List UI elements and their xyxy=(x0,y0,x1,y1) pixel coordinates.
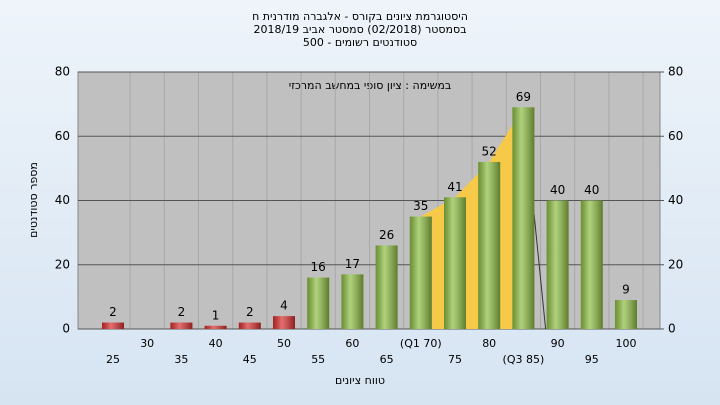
chart-subtitle: בסמסטר (02/2018) סמסטר אביב 2018/19 xyxy=(253,23,466,36)
bar-shade xyxy=(409,216,432,329)
x-tick-label: 75 xyxy=(448,353,462,366)
y2-tick-label: 80 xyxy=(668,65,683,79)
y2-tick-label: 60 xyxy=(668,129,683,143)
data-label: 2 xyxy=(246,305,254,319)
bar-shade xyxy=(512,107,535,330)
y-tick-label: 20 xyxy=(55,257,70,271)
data-label: 2 xyxy=(109,305,117,319)
y-tick-label: 60 xyxy=(55,129,70,143)
data-label: 35 xyxy=(413,199,428,213)
bar-shade xyxy=(580,200,603,329)
bar-shade xyxy=(238,322,261,329)
x-tick-label: 80 xyxy=(482,337,496,350)
bar-shade xyxy=(444,197,466,329)
x-tick-label: 100 xyxy=(616,337,637,350)
bar-shade xyxy=(170,322,193,329)
bar-shade xyxy=(615,300,637,329)
x-tick-label: 50 xyxy=(277,337,291,350)
bar-shade xyxy=(375,245,398,329)
x-tick-label: 60 xyxy=(345,337,359,350)
y-tick-label: 40 xyxy=(55,193,70,207)
x-tick-label: 55 xyxy=(311,353,325,366)
x-tick-label: 45 xyxy=(243,353,257,366)
bar-shade xyxy=(307,277,330,329)
data-label: 26 xyxy=(379,228,394,242)
y2-tick-label: 20 xyxy=(668,257,683,271)
data-label: 1 xyxy=(212,308,220,322)
bar-shade xyxy=(341,274,364,329)
chart-title: היסטוגרמת ציונים בקורס - אלגברה מודרנית … xyxy=(252,10,468,23)
data-label: 16 xyxy=(311,260,326,274)
x-tick-label: 95 xyxy=(585,353,599,366)
x-tick-label: 90 xyxy=(551,337,565,350)
y2-tick-label: 0 xyxy=(668,322,676,336)
x-axis-label: טווח ציונים xyxy=(335,374,385,387)
x-tick-label: 40 xyxy=(209,337,223,350)
data-label: 40 xyxy=(584,183,599,197)
bar-shade xyxy=(204,325,227,329)
data-label: 4 xyxy=(280,299,288,313)
x-tick-label: 35 xyxy=(174,353,188,366)
y2-tick-label: 40 xyxy=(668,193,683,207)
y-tick-label: 0 xyxy=(62,322,70,336)
bar-shade xyxy=(546,200,569,329)
bar-shade xyxy=(478,161,501,329)
x-tick-label: 25 xyxy=(106,353,120,366)
chart-subtitle: סטודנטים רשומים - 500 xyxy=(303,36,417,49)
bar-shade xyxy=(273,316,295,329)
bar-shade xyxy=(102,322,124,329)
data-label: 40 xyxy=(550,183,565,197)
data-label: 17 xyxy=(345,257,360,271)
data-label: 69 xyxy=(516,90,531,104)
y-tick-label: 80 xyxy=(55,65,70,79)
data-label: 41 xyxy=(447,180,462,194)
x-tick-label: (Q1 70) xyxy=(400,337,442,350)
y-axis-label: מספר סטודנטים xyxy=(27,162,40,238)
data-label: 9 xyxy=(622,283,630,297)
x-tick-label: 30 xyxy=(140,337,154,350)
data-label: 2 xyxy=(178,305,186,319)
x-tick-label: 65 xyxy=(380,353,394,366)
x-tick-label: (Q3 85) xyxy=(503,353,545,366)
data-label: 52 xyxy=(482,144,497,158)
